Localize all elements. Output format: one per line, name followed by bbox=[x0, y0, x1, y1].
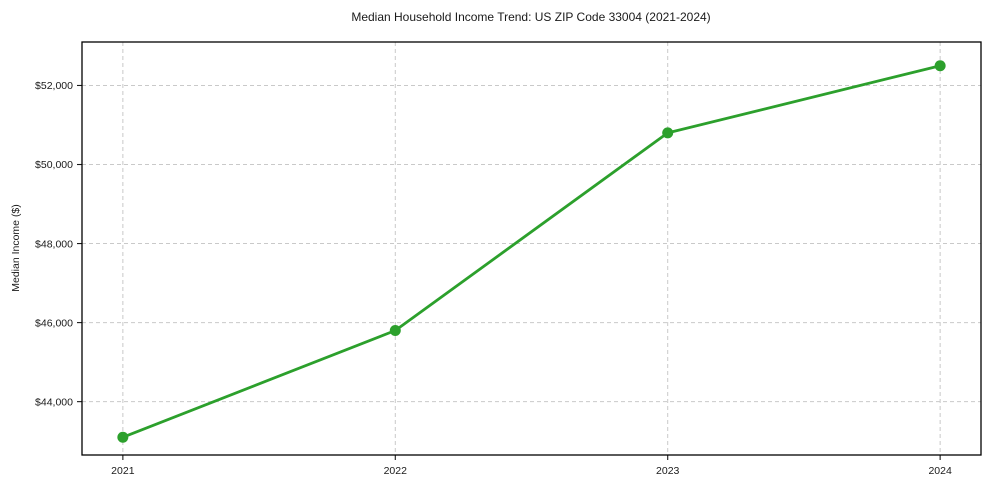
y-tick-label: $46,000 bbox=[35, 317, 73, 329]
data-point-marker bbox=[662, 127, 674, 139]
x-tick-label: 2024 bbox=[928, 465, 952, 477]
data-point-marker bbox=[934, 60, 946, 72]
y-tick-label: $52,000 bbox=[35, 80, 73, 92]
y-tick-label: $50,000 bbox=[35, 159, 73, 171]
series-line bbox=[121, 64, 942, 439]
y-tick-label: $44,000 bbox=[35, 396, 73, 408]
y-axis-label: Median Income ($) bbox=[10, 204, 22, 292]
data-point-marker bbox=[117, 431, 129, 443]
tick-layer: $44,000 $46,000 $48,000 $50,000 $52,000 2021 2… bbox=[35, 80, 952, 477]
y-tick-label: $48,000 bbox=[35, 238, 73, 250]
x-tick-label: 2023 bbox=[656, 465, 680, 477]
series-layer bbox=[117, 60, 946, 443]
plot-border bbox=[81, 41, 982, 456]
chart-title: Median Household Income Trend: US ZIP Co… bbox=[351, 10, 710, 24]
x-tick-label: 2022 bbox=[384, 465, 408, 477]
data-point-marker bbox=[389, 325, 401, 337]
grid-layer bbox=[82, 42, 981, 455]
x-tick-label: 2021 bbox=[111, 465, 135, 477]
